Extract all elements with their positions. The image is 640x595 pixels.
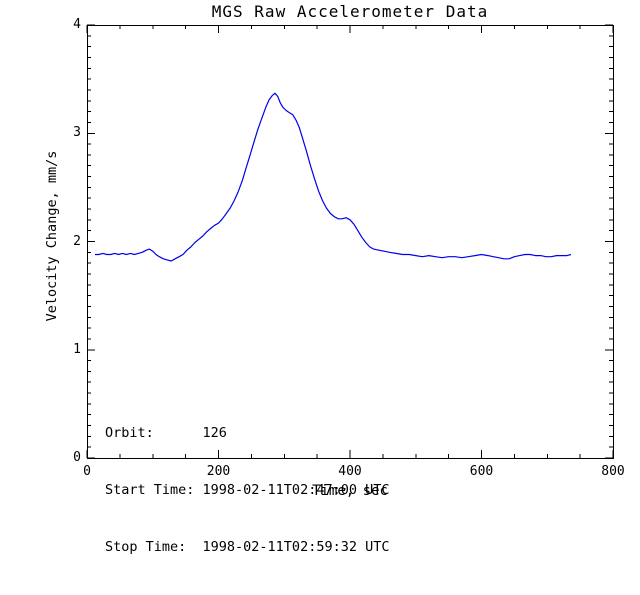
chart-canvas: MGS Raw Accelerometer Data Velocity Chan… bbox=[44, 2, 625, 555]
x-tick-label: 0 bbox=[83, 464, 91, 479]
x-axis-title: Time, sec bbox=[312, 483, 388, 499]
y-tick-label: 4 bbox=[73, 17, 81, 32]
annotation-orbit: Orbit: 126 bbox=[105, 425, 227, 441]
y-tick-label: 0 bbox=[73, 450, 81, 465]
y-tick-label: 1 bbox=[73, 341, 81, 357]
x-tick-label: 800 bbox=[601, 464, 625, 479]
x-tick-label: 600 bbox=[469, 464, 494, 479]
x-tick-label: 200 bbox=[206, 464, 231, 479]
y-tick-label: 2 bbox=[73, 233, 81, 249]
y-tick-label: 3 bbox=[73, 125, 81, 141]
x-tick-label: 400 bbox=[338, 464, 362, 479]
annotation-block: Orbit: 126 Start Time: 1998-02-11T02:47:… bbox=[105, 386, 389, 595]
plot-area bbox=[86, 24, 614, 459]
annotation-stop-time: Stop Time: 1998-02-11T02:59:32 UTC bbox=[105, 539, 390, 555]
chart-title: MGS Raw Accelerometer Data bbox=[211, 2, 489, 21]
annotation-start-time: Start Time: 1998-02-11T02:47:00 UTC bbox=[105, 482, 390, 498]
